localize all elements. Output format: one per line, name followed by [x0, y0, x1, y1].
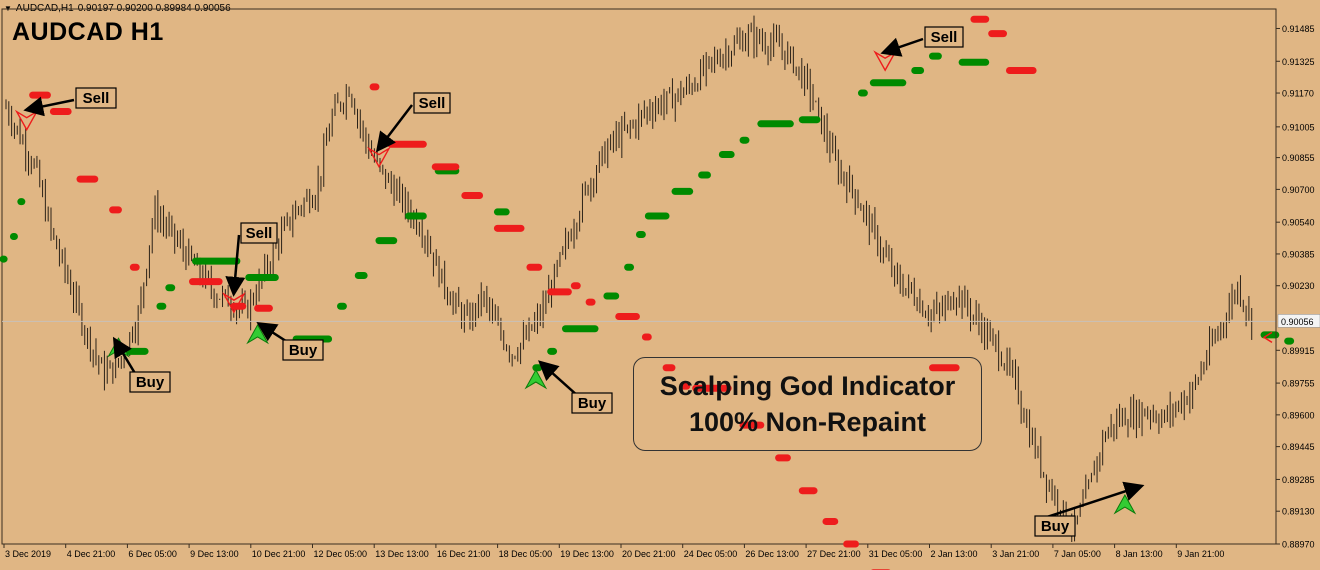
sell-arrow-icon — [222, 292, 246, 314]
annotation-box — [129, 371, 171, 393]
chart-title: AUDCAD H1 — [12, 18, 164, 46]
price-tick-label: 0.89130 — [1282, 507, 1315, 517]
annotation-box — [282, 339, 324, 361]
annotation-label: Buy — [578, 395, 607, 412]
sell-arrow-icon — [14, 109, 39, 132]
annotation-label: Buy — [136, 374, 165, 391]
time-tick-label: 7 Jan 05:00 — [1054, 549, 1101, 559]
price-tick-label: 0.89755 — [1282, 379, 1315, 389]
price-tick-label: 0.91170 — [1282, 89, 1314, 99]
current-price-marker-icon — [1262, 331, 1273, 344]
price-tick-label: 0.91485 — [1282, 24, 1315, 34]
time-tick-label: 6 Dec 05:00 — [128, 549, 177, 559]
annotation-arrow — [225, 234, 246, 297]
time-tick-label: 8 Jan 13:00 — [1116, 549, 1163, 559]
price-tick-label: 0.89445 — [1282, 442, 1315, 452]
annotation-box — [75, 87, 117, 109]
time-tick-label: 27 Dec 21:00 — [807, 549, 861, 559]
price-tick-label: 0.89600 — [1282, 410, 1315, 420]
promo-line-1: Scalping God Indicator — [659, 371, 956, 401]
annotation-label: Buy — [289, 342, 318, 359]
sell-annotation: Sell — [23, 87, 117, 117]
price-tick-label: 0.88970 — [1282, 540, 1315, 550]
price-tick-label: 0.90385 — [1282, 249, 1315, 259]
annotation-arrow — [23, 96, 75, 117]
annotation-label: Buy — [1041, 518, 1070, 535]
time-tick-label: 19 Dec 13:00 — [560, 549, 614, 559]
time-tick-label: 9 Jan 21:00 — [1177, 549, 1224, 559]
time-tick-label: 24 Dec 05:00 — [684, 549, 738, 559]
sell-arrow-icon — [367, 146, 391, 169]
annotation-label: Sell — [419, 95, 446, 112]
annotation-box — [1034, 515, 1076, 537]
time-tick-label: 26 Dec 13:00 — [745, 549, 799, 559]
sell-annotation: Sell — [375, 92, 451, 153]
time-tick-label: 31 Dec 05:00 — [869, 549, 923, 559]
time-tick-label: 20 Dec 21:00 — [622, 549, 676, 559]
chart-frame — [1, 8, 1277, 545]
price-tick-label: 0.90540 — [1282, 218, 1315, 228]
annotation-box — [571, 392, 613, 414]
buy-annotation: Buy — [112, 336, 171, 393]
time-tick-label: 3 Dec 2019 — [5, 549, 51, 559]
annotation-arrow — [375, 104, 413, 153]
plot-border — [1, 8, 1277, 545]
time-tick-label: 12 Dec 05:00 — [314, 549, 368, 559]
sell-arrow-shape — [14, 109, 39, 132]
buy-arrow-icon — [1113, 494, 1137, 515]
annotation-arrow — [1040, 481, 1145, 521]
sell-arrow-icon — [873, 50, 898, 72]
promo-box: Scalping God Indicator 100% Non-Repaint — [633, 357, 982, 451]
price-tick-label: 0.91325 — [1282, 57, 1315, 67]
time-axis: 3 Dec 2019 4 Dec 21:00 6 Dec 05:00 9 Dec 13… — [3, 544, 1224, 559]
sell-arrow-shape — [222, 292, 246, 314]
time-tick-label: 2 Jan 13:00 — [931, 549, 978, 559]
price-axis: 0.91485 0.91325 0.91170 0.91005 0.90855 0.907… — [1275, 9, 1320, 550]
time-tick-label: 4 Dec 21:00 — [67, 549, 116, 559]
current-price-box — [1277, 314, 1320, 328]
annotation-label: Sell — [246, 225, 273, 242]
annotations-layer: Sell Buy Sell Buy Sell Buy Sell Buy — [23, 26, 1145, 537]
annotation-label: Sell — [83, 90, 110, 107]
sell-annotation: Sell — [225, 222, 278, 297]
indicator-levels-layer — [0, 15, 1295, 570]
price-tick-label: 0.90700 — [1282, 185, 1315, 195]
annotation-box — [924, 26, 964, 48]
sell-arrow-shape — [873, 50, 898, 72]
annotation-box — [240, 222, 278, 244]
price-tick-label: 0.90230 — [1282, 281, 1315, 291]
buy-annotation: Buy — [256, 321, 324, 361]
annotation-box — [413, 92, 451, 114]
time-tick-label: 18 Dec 05:00 — [499, 549, 553, 559]
time-tick-label: 3 Jan 21:00 — [992, 549, 1039, 559]
current-price-label: 0.90056 — [1281, 317, 1314, 327]
time-tick-label: 16 Dec 21:00 — [437, 549, 491, 559]
sell-annotation: Sell — [880, 26, 964, 57]
buy-arrow-icon — [524, 368, 548, 390]
annotation-arrow — [880, 37, 924, 57]
buy-annotation: Buy — [1034, 481, 1145, 537]
time-tick-label: 10 Dec 21:00 — [252, 549, 306, 559]
price-tick-label: 0.90855 — [1282, 153, 1315, 163]
sell-arrow-shape — [367, 146, 391, 169]
price-tick-label: 0.89915 — [1282, 346, 1315, 356]
promo-line-2: 100% Non-Repaint — [688, 407, 927, 437]
buy-arrow-shape — [524, 368, 548, 390]
annotation-label: Sell — [931, 29, 958, 46]
price-tick-label: 0.91005 — [1282, 122, 1315, 132]
annotation-arrow — [538, 360, 579, 397]
annotation-arrow — [112, 336, 138, 376]
time-tick-label: 9 Dec 13:00 — [190, 549, 239, 559]
time-tick-label: 13 Dec 13:00 — [375, 549, 429, 559]
price-tick-label: 0.89285 — [1282, 475, 1315, 485]
buy-arrow-shape — [1113, 494, 1137, 515]
buy-annotation: Buy — [538, 360, 613, 414]
